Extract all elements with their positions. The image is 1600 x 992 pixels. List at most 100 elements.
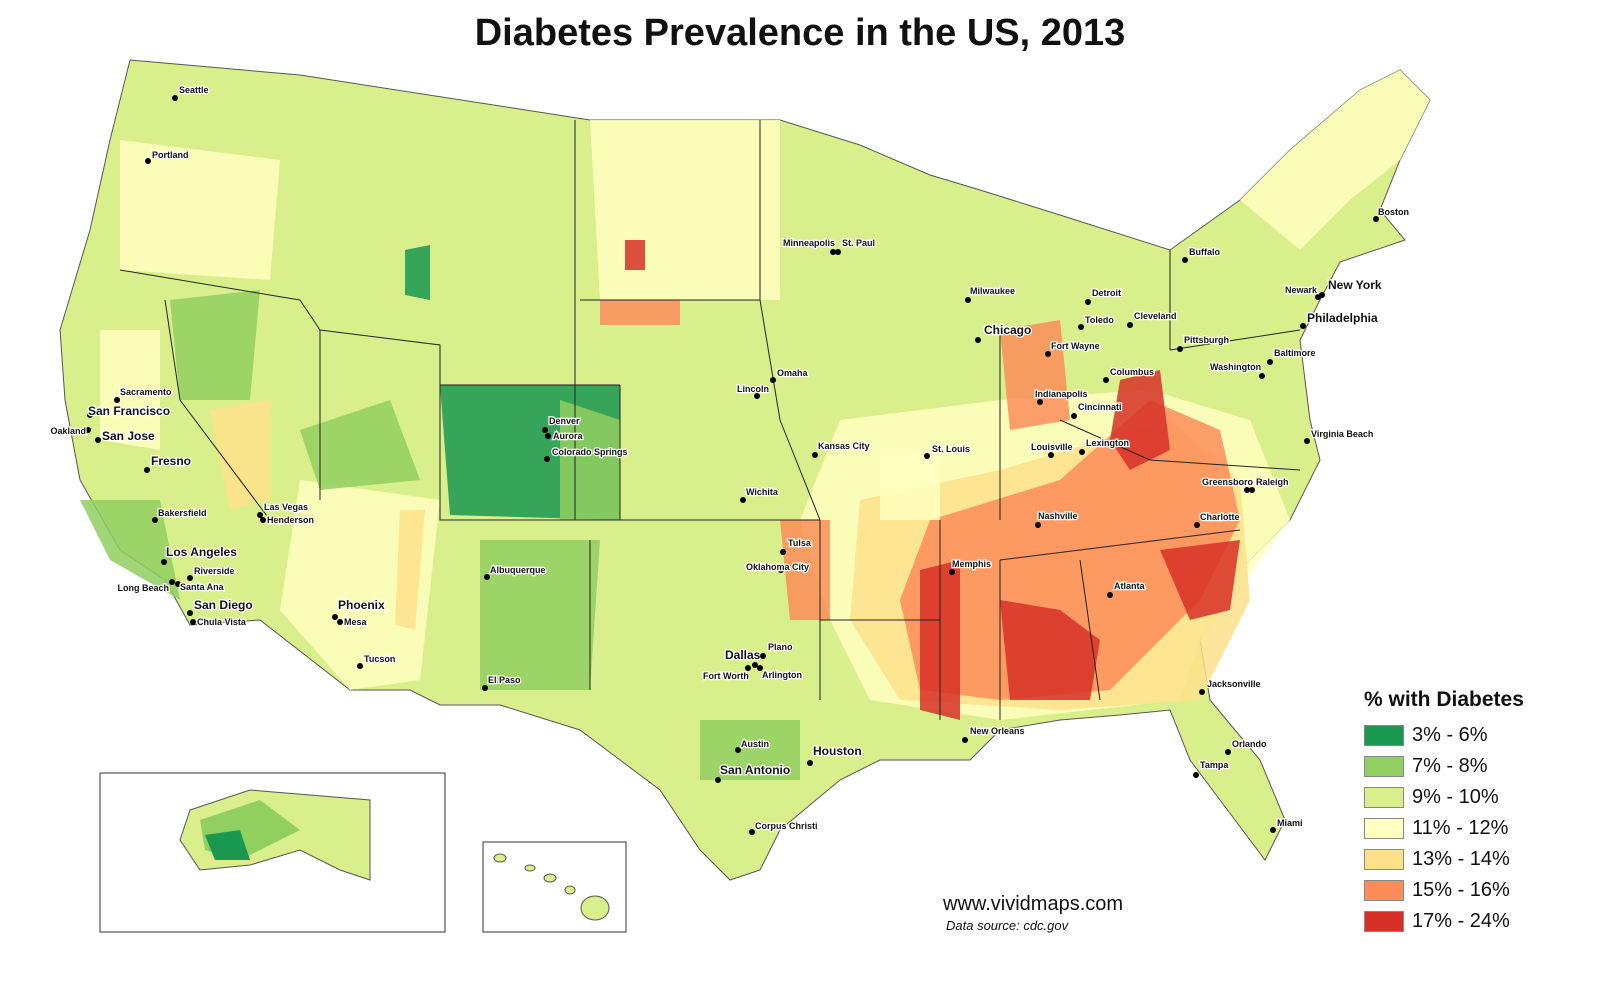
county-region	[170, 290, 260, 400]
city-label: Oklahoma City	[746, 562, 809, 572]
city-label: St. Paul	[842, 238, 875, 248]
city-label: Riverside	[194, 566, 235, 576]
legend-swatch	[1364, 725, 1404, 746]
website-credit: www.vividmaps.com	[943, 893, 1124, 915]
city-label: Orlando	[1232, 739, 1267, 749]
city-marker	[1071, 413, 1077, 419]
legend-label: 3% - 6%	[1412, 724, 1488, 746]
state-border	[779, 419, 821, 521]
city-label: St. Louis	[932, 444, 970, 454]
state-border	[164, 299, 271, 521]
city-marker	[1199, 689, 1205, 695]
legend-swatch	[1364, 849, 1404, 870]
city-label: Tulsa	[788, 538, 812, 548]
city-marker	[1270, 827, 1276, 833]
city-label: Boston	[1378, 207, 1409, 217]
map-title: Diabetes Prevalence in the US, 2013	[474, 12, 1126, 54]
hawaii-island	[564, 885, 576, 895]
city-label: El Paso	[488, 675, 521, 685]
city-label: Buffalo	[1189, 247, 1220, 257]
data-source: Data source: cdc.gov	[946, 918, 1069, 933]
legend-item: 15% - 16%	[1364, 875, 1524, 906]
city-label: San Antonio	[720, 763, 790, 777]
city-label: Bakersfield	[158, 508, 207, 518]
state-border	[1169, 329, 1301, 351]
city-marker	[1127, 322, 1133, 328]
city-marker	[1048, 452, 1054, 458]
city-label: Plano	[768, 642, 793, 652]
city-marker	[144, 467, 150, 473]
legend: % with Diabetes 3% - 6% 7% - 8% 9% - 10% 11…	[1364, 688, 1524, 937]
city-marker	[1177, 346, 1183, 352]
legend-item: 3% - 6%	[1364, 720, 1524, 751]
legend-label: 9% - 10%	[1412, 786, 1499, 808]
city-label: Indianapolis	[1035, 389, 1088, 399]
city-marker	[1035, 522, 1041, 528]
city-label: Tucson	[364, 654, 395, 664]
city-marker	[770, 377, 776, 383]
city-marker	[172, 95, 178, 101]
city-label: Long Beach	[117, 583, 169, 593]
city-label: Miami	[1277, 818, 1303, 828]
city-label: Colorado Springs	[552, 447, 628, 457]
county-region	[300, 400, 420, 490]
city-marker	[924, 453, 930, 459]
city-label: Atlanta	[1114, 581, 1145, 591]
state-border	[119, 269, 301, 301]
city-label: Fort Worth	[703, 671, 749, 681]
city-label: Columbus	[1110, 367, 1154, 377]
city-marker	[1259, 373, 1265, 379]
legend-swatch	[1364, 787, 1404, 808]
city-label: Albuquerque	[490, 565, 546, 575]
city-label: Houston	[813, 744, 862, 758]
city-label: Chula Vista	[197, 617, 247, 627]
city-label: Washington	[1210, 362, 1261, 372]
county-region	[1160, 540, 1240, 620]
city-marker	[85, 427, 91, 433]
city-label: Virginia Beach	[1311, 429, 1373, 439]
city-label: Nashville	[1038, 511, 1078, 521]
city-label: Omaha	[777, 368, 809, 378]
hawaii-island	[493, 853, 507, 863]
city-marker	[544, 456, 550, 462]
city-label: Denver	[549, 416, 580, 426]
county-region	[210, 400, 270, 510]
city-marker	[1267, 359, 1273, 365]
county-region	[405, 245, 430, 300]
city-marker	[87, 412, 93, 418]
city-marker	[175, 581, 181, 587]
county-region	[80, 500, 180, 600]
city-marker	[1107, 592, 1113, 598]
city-label: San Jose	[102, 429, 155, 443]
city-marker	[975, 337, 981, 343]
city-marker	[740, 497, 746, 503]
city-marker	[812, 452, 818, 458]
city-label: Newark	[1285, 285, 1318, 295]
city-label: Minneapolis	[783, 238, 835, 248]
city-label: Fresno	[151, 454, 191, 468]
city-marker	[95, 437, 101, 443]
city-marker	[190, 619, 196, 625]
legend-label: 7% - 8%	[1412, 755, 1488, 777]
city-marker	[357, 663, 363, 669]
city-label: Fort Wayne	[1051, 341, 1100, 351]
city-marker	[830, 249, 836, 255]
state-border	[319, 329, 441, 385]
city-marker	[332, 614, 338, 620]
city-marker	[260, 517, 266, 523]
legend-item: 7% - 8%	[1364, 751, 1524, 782]
county-region	[395, 510, 425, 630]
city-label: New York	[1328, 278, 1382, 292]
city-label: Memphis	[952, 559, 991, 569]
city-marker	[835, 249, 841, 255]
city-label: Greensboro	[1202, 477, 1254, 487]
hawaii-island	[524, 864, 536, 872]
city-label: San Diego	[194, 598, 253, 612]
city-marker	[715, 777, 721, 783]
city-label: San Francisco	[88, 404, 170, 418]
city-label: Arlington	[762, 670, 802, 680]
legend-title: % with Diabetes	[1364, 688, 1524, 711]
city-label: Raleigh	[1256, 477, 1289, 487]
